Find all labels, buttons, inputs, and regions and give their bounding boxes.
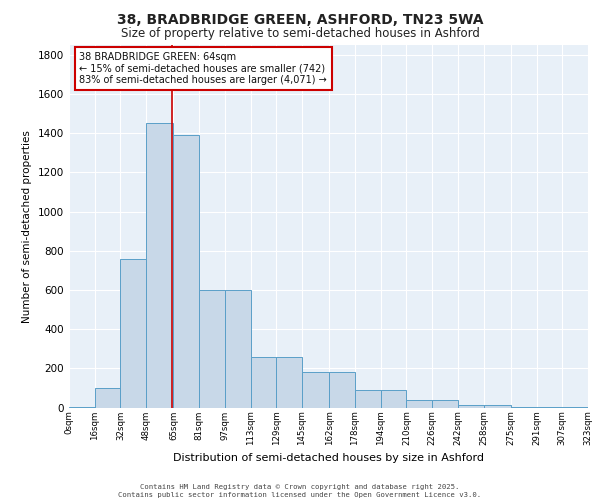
Y-axis label: Number of semi-detached properties: Number of semi-detached properties	[22, 130, 32, 322]
Bar	[69, 406, 95, 408]
Bar	[225, 290, 251, 408]
Text: Size of property relative to semi-detached houses in Ashford: Size of property relative to semi-detach…	[121, 28, 479, 40]
Bar	[276, 356, 302, 408]
Bar	[95, 388, 121, 407]
Text: Contains HM Land Registry data © Crown copyright and database right 2025.
Contai: Contains HM Land Registry data © Crown c…	[118, 484, 482, 498]
Bar	[536, 406, 562, 408]
Bar	[199, 290, 225, 408]
Bar	[588, 407, 600, 408]
Bar	[484, 404, 511, 407]
Bar	[146, 124, 173, 408]
Bar	[121, 258, 146, 408]
Bar	[562, 407, 588, 408]
Bar	[355, 390, 381, 407]
Bar	[458, 404, 484, 407]
Bar	[406, 400, 432, 407]
Bar	[329, 372, 355, 408]
Bar	[432, 400, 458, 407]
Bar	[251, 356, 276, 408]
Bar	[381, 390, 406, 407]
Bar	[511, 406, 536, 408]
Bar	[173, 135, 199, 407]
X-axis label: Distribution of semi-detached houses by size in Ashford: Distribution of semi-detached houses by …	[173, 454, 484, 464]
Text: 38, BRADBRIDGE GREEN, ASHFORD, TN23 5WA: 38, BRADBRIDGE GREEN, ASHFORD, TN23 5WA	[117, 12, 483, 26]
Bar	[302, 372, 329, 408]
Text: 38 BRADBRIDGE GREEN: 64sqm
← 15% of semi-detached houses are smaller (742)
83% o: 38 BRADBRIDGE GREEN: 64sqm ← 15% of semi…	[79, 52, 327, 86]
